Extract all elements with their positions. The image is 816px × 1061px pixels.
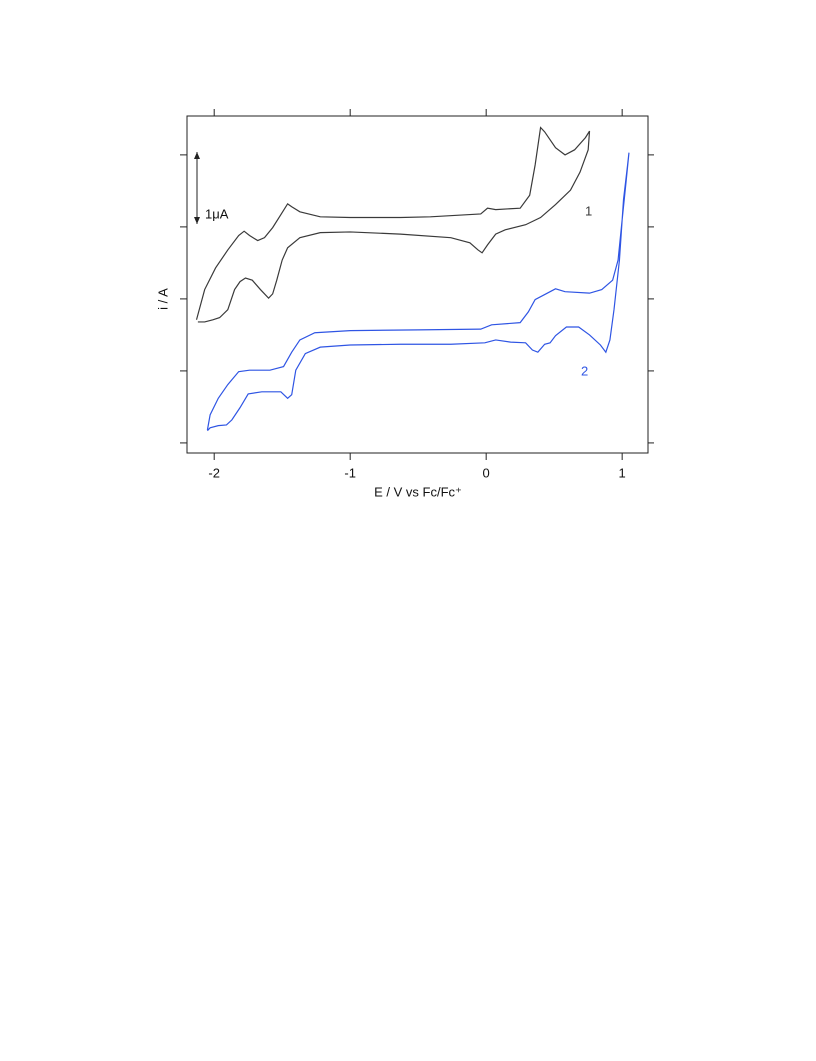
x-tick-label: 1 [619, 465, 626, 480]
x-tick-label: 0 [483, 465, 490, 480]
scale-bar-arrowhead [194, 152, 200, 159]
curve-label: 2 [581, 363, 588, 378]
x-tick-label: -1 [344, 465, 356, 480]
plot-frame [186, 115, 649, 454]
x-axis-label: E / V vs Fc/Fc⁺ [374, 484, 462, 499]
cv-curve [195, 126, 591, 323]
cv-curve [206, 152, 630, 432]
curve-label: 1 [585, 203, 592, 218]
x-tick-label: -2 [208, 465, 220, 480]
scale-bar-arrowhead [194, 217, 200, 225]
scale-bar-label: 1μA [205, 206, 229, 221]
y-axis-label: i / A [155, 288, 170, 310]
